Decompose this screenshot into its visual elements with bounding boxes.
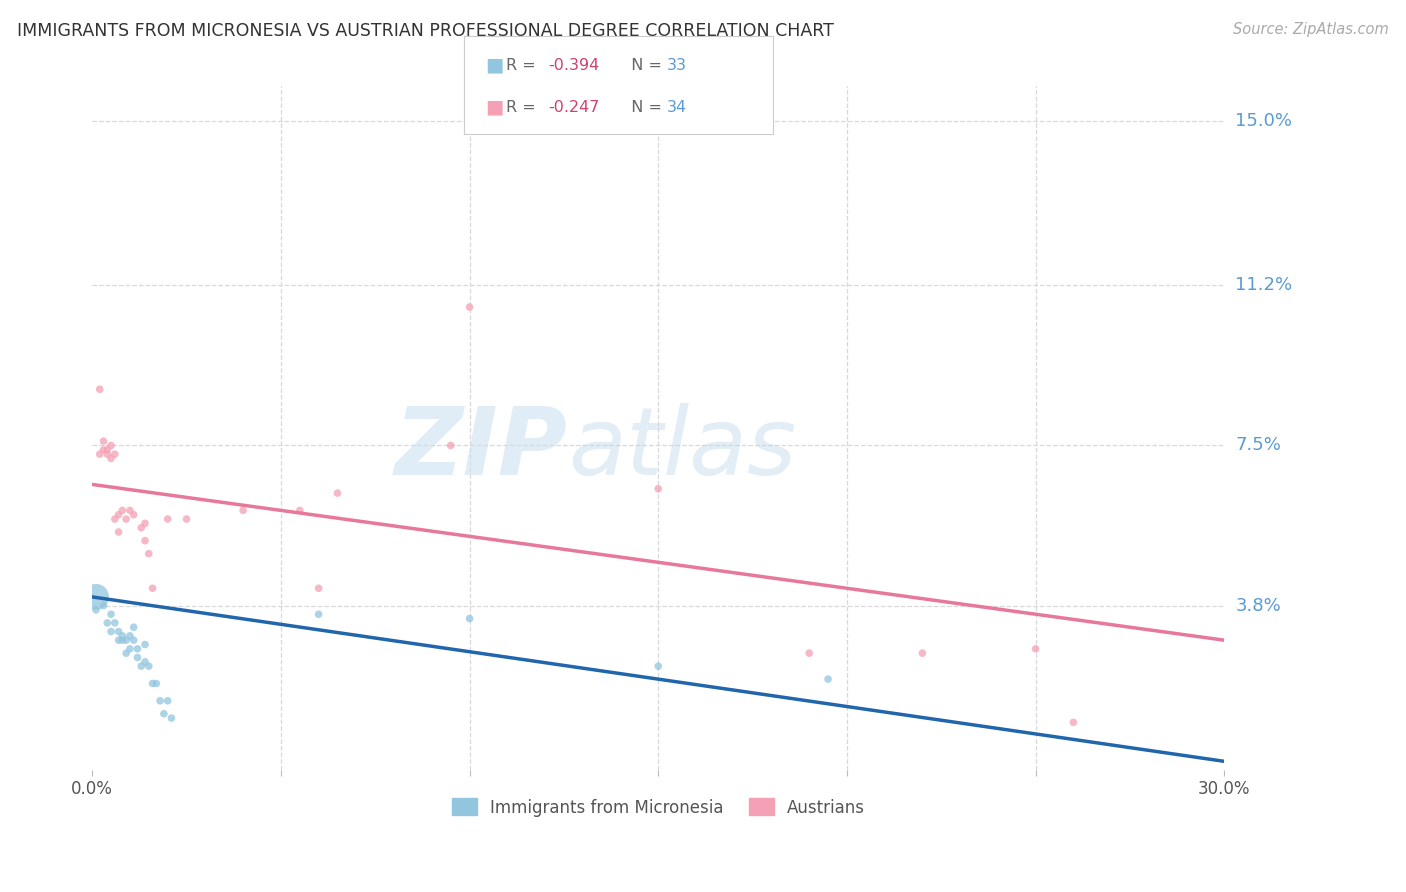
Point bbox=[134, 638, 156, 652]
Point bbox=[176, 512, 198, 526]
Point bbox=[122, 633, 145, 648]
Point bbox=[111, 503, 134, 517]
Point bbox=[93, 442, 115, 457]
Point bbox=[799, 646, 821, 660]
Point bbox=[458, 300, 481, 314]
Legend: Immigrants from Micronesia, Austrians: Immigrants from Micronesia, Austrians bbox=[446, 792, 872, 823]
Point bbox=[145, 676, 167, 690]
Point bbox=[118, 641, 141, 656]
Point bbox=[138, 659, 160, 673]
Point bbox=[127, 641, 149, 656]
Point bbox=[111, 629, 134, 643]
Point bbox=[149, 694, 172, 708]
Point bbox=[127, 650, 149, 665]
Point bbox=[104, 512, 127, 526]
Point bbox=[89, 382, 111, 396]
Point bbox=[122, 620, 145, 634]
Point bbox=[107, 524, 129, 539]
Text: -0.394: -0.394 bbox=[548, 58, 599, 72]
Point bbox=[153, 706, 176, 721]
Point bbox=[89, 447, 111, 461]
Point bbox=[129, 659, 152, 673]
Text: N =: N = bbox=[621, 100, 668, 114]
Point bbox=[817, 672, 839, 686]
Point bbox=[156, 512, 179, 526]
Point bbox=[107, 508, 129, 522]
Point bbox=[100, 438, 122, 452]
Text: 15.0%: 15.0% bbox=[1236, 112, 1292, 130]
Point bbox=[104, 447, 127, 461]
Text: atlas: atlas bbox=[568, 403, 796, 494]
Point bbox=[160, 711, 183, 725]
Text: 7.5%: 7.5% bbox=[1236, 436, 1281, 455]
Point bbox=[129, 521, 152, 535]
Point bbox=[156, 694, 179, 708]
Point bbox=[84, 603, 107, 617]
Point bbox=[288, 503, 311, 517]
Text: R =: R = bbox=[506, 100, 541, 114]
Point bbox=[142, 581, 165, 595]
Point bbox=[115, 646, 138, 660]
Text: N =: N = bbox=[621, 58, 668, 72]
Text: -0.247: -0.247 bbox=[548, 100, 600, 114]
Point bbox=[647, 482, 669, 496]
Point bbox=[107, 624, 129, 639]
Text: 11.2%: 11.2% bbox=[1236, 277, 1292, 294]
Point bbox=[647, 659, 669, 673]
Point bbox=[134, 516, 156, 531]
Point bbox=[118, 503, 141, 517]
Point bbox=[308, 581, 330, 595]
Point bbox=[440, 438, 463, 452]
Point bbox=[100, 624, 122, 639]
Point bbox=[96, 447, 118, 461]
Point bbox=[911, 646, 934, 660]
Point bbox=[142, 676, 165, 690]
Point bbox=[134, 655, 156, 669]
Point bbox=[100, 451, 122, 466]
Point bbox=[232, 503, 254, 517]
Point bbox=[93, 434, 115, 449]
Point bbox=[100, 607, 122, 622]
Point bbox=[107, 633, 129, 648]
Point bbox=[115, 633, 138, 648]
Text: ZIP: ZIP bbox=[395, 402, 568, 495]
Point bbox=[115, 512, 138, 526]
Point bbox=[118, 629, 141, 643]
Text: ■: ■ bbox=[485, 55, 503, 75]
Text: 33: 33 bbox=[666, 58, 686, 72]
Point bbox=[96, 615, 118, 630]
Text: IMMIGRANTS FROM MICRONESIA VS AUSTRIAN PROFESSIONAL DEGREE CORRELATION CHART: IMMIGRANTS FROM MICRONESIA VS AUSTRIAN P… bbox=[17, 22, 834, 40]
Point bbox=[84, 590, 107, 604]
Point bbox=[96, 442, 118, 457]
Point bbox=[1025, 641, 1047, 656]
Text: ■: ■ bbox=[485, 97, 503, 117]
Text: 34: 34 bbox=[666, 100, 686, 114]
Point bbox=[104, 615, 127, 630]
Point bbox=[308, 607, 330, 622]
Point bbox=[138, 547, 160, 561]
Point bbox=[111, 633, 134, 648]
Text: 3.8%: 3.8% bbox=[1236, 597, 1281, 615]
Point bbox=[122, 508, 145, 522]
Point bbox=[1062, 715, 1084, 730]
Text: R =: R = bbox=[506, 58, 541, 72]
Point bbox=[93, 599, 115, 613]
Point bbox=[134, 533, 156, 548]
Point bbox=[458, 611, 481, 625]
Text: Source: ZipAtlas.com: Source: ZipAtlas.com bbox=[1233, 22, 1389, 37]
Point bbox=[326, 486, 349, 500]
